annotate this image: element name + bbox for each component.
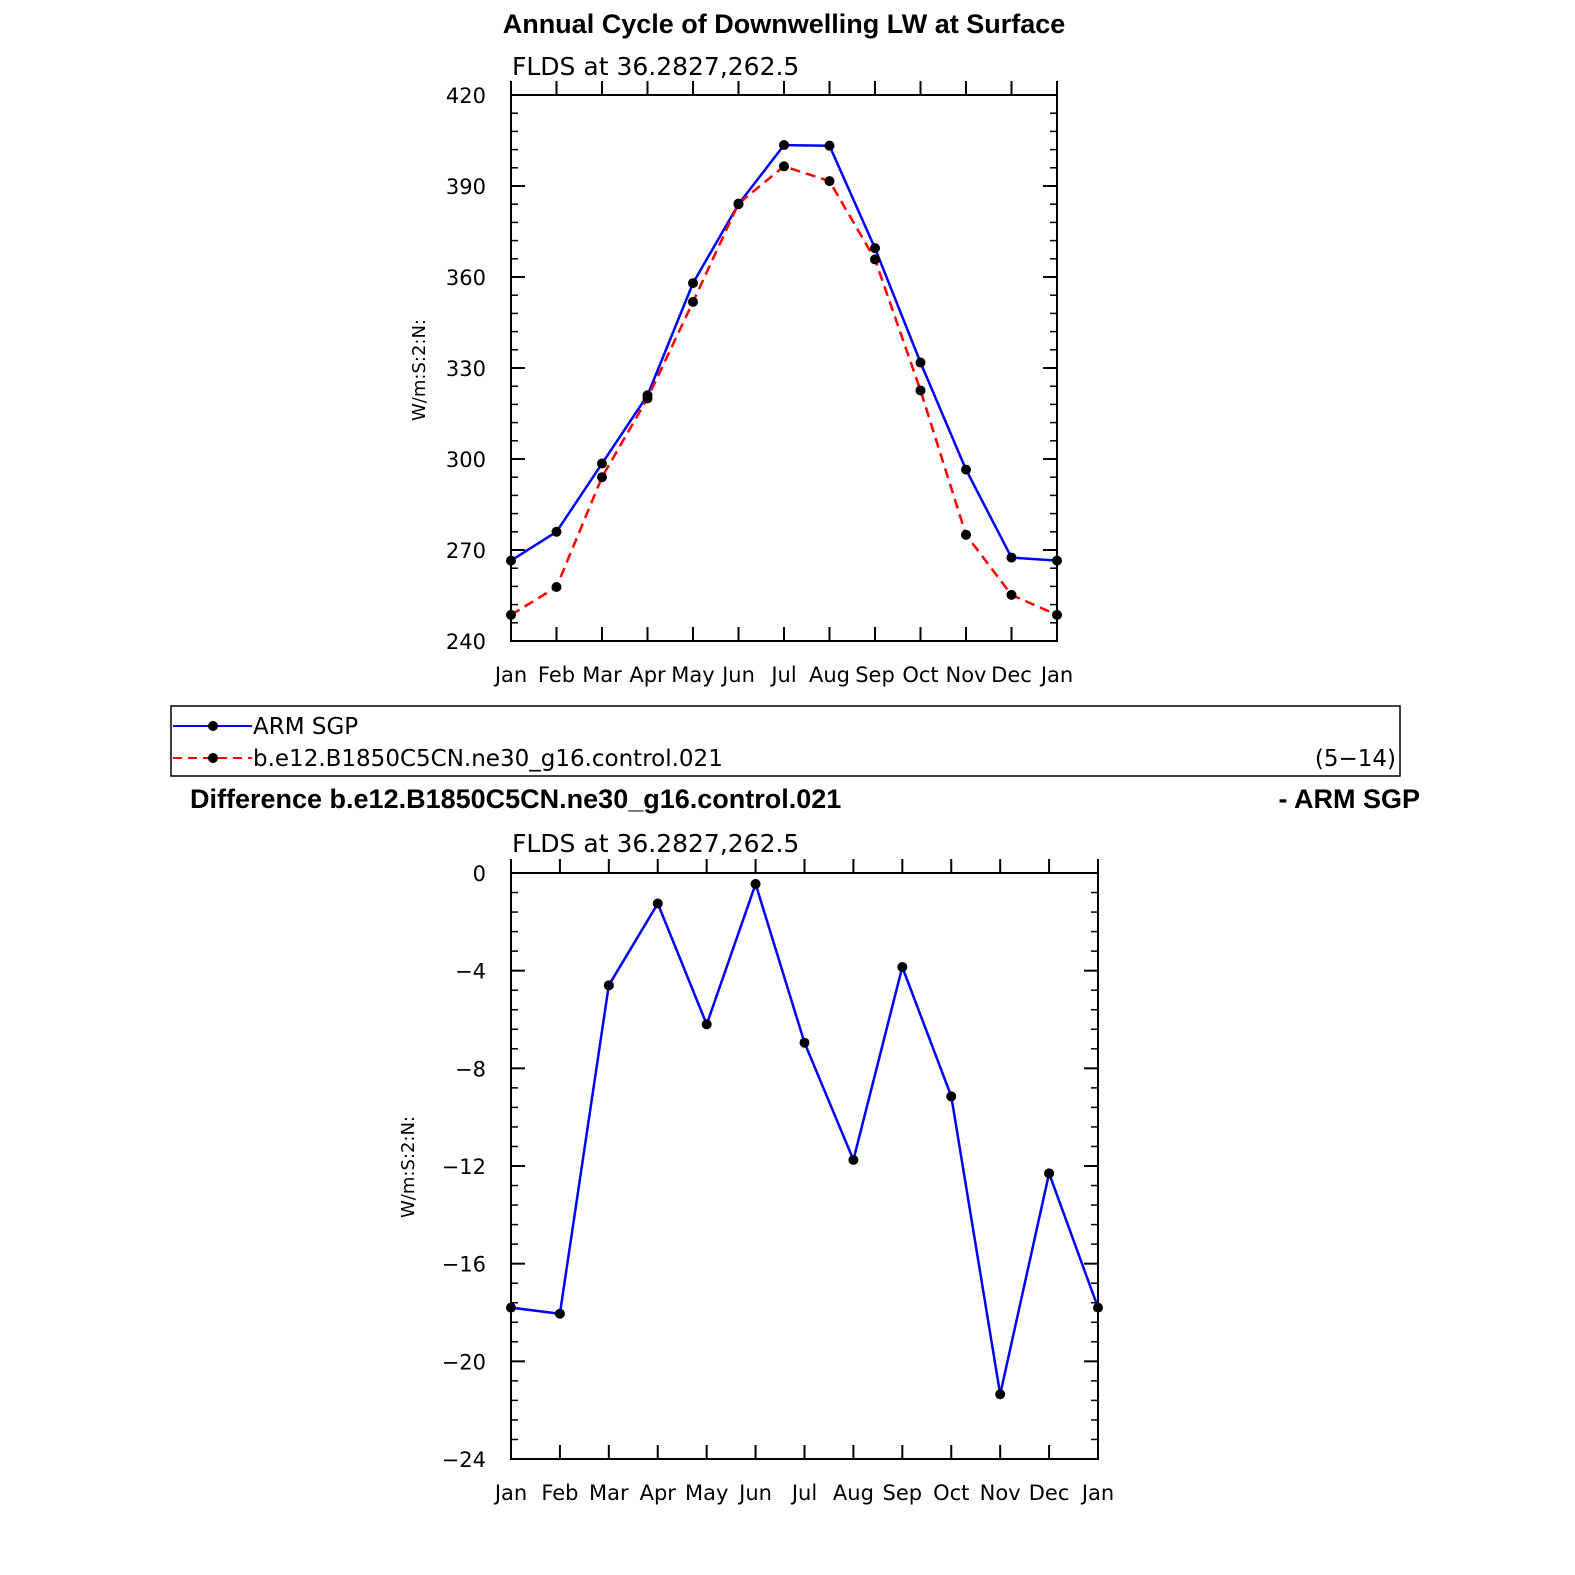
legend-label-model: b.e12.B1850C5CN.ne30_g16.control.021 xyxy=(253,746,723,772)
top-chart-ytick-label: 330 xyxy=(446,357,486,381)
bottom-chart-ytick-label: 0 xyxy=(473,862,486,886)
top-chart-xtick-label: Jan xyxy=(1039,663,1073,687)
top-chart-xtick-label: Nov xyxy=(946,663,987,687)
top-chart-series-0-point xyxy=(506,555,516,566)
top-chart-series-1-point xyxy=(779,161,789,172)
bottom-chart-xtick-label: Jul xyxy=(790,1481,817,1505)
legend-box xyxy=(170,705,1401,777)
bottom-chart-xtick-label: May xyxy=(685,1481,728,1505)
top-chart-xtick-label: May xyxy=(671,663,714,687)
top-chart-xtick-label: Aug xyxy=(809,663,850,687)
top-chart-series-1-point xyxy=(824,176,835,187)
top-chart-xtick-label: Feb xyxy=(538,663,575,687)
top-chart-series-1-point xyxy=(1006,589,1017,600)
top-chart-series-1-point xyxy=(506,609,516,620)
top-chart-ytick-label: 360 xyxy=(446,266,486,290)
bottom-chart-series-0-point xyxy=(750,878,761,889)
bottom-chart-xtick-label: Nov xyxy=(980,1481,1021,1505)
top-chart-series-0-point xyxy=(551,526,562,537)
bottom-plot-area: Jan Feb Mar Apr May Jun Jul Aug Sep Oct Nov Dec Jan−… xyxy=(442,859,1114,1505)
bottom-chart-subtitle: FLDS at 36.2827,262.5 xyxy=(512,829,799,858)
bottom-chart-xtick-label: Jan xyxy=(493,1481,527,1505)
top-chart-series-0-point xyxy=(597,458,607,469)
bottom-chart-series-0-point xyxy=(652,898,663,909)
legend-marker-model xyxy=(208,753,218,763)
legend-years: (5−14) xyxy=(1315,746,1396,772)
bottom-chart-series-0-point xyxy=(506,1302,516,1313)
legend: ARM SGP b.e12.B1850C5CN.ne30_g16.control… xyxy=(170,705,1401,777)
top-chart-ytick-label: 390 xyxy=(446,175,486,199)
top-chart-series-0-point xyxy=(915,357,926,368)
bottom-chart-series-0-point xyxy=(1044,1168,1055,1179)
bottom-chart-series-0-point xyxy=(1093,1302,1103,1313)
top-chart-subtitle: FLDS at 36.2827,262.5 xyxy=(512,52,799,81)
bottom-chart-title-right: - ARM SGP xyxy=(1279,784,1421,814)
bottom-chart-series-0-point xyxy=(799,1037,810,1048)
bottom-chart-series-0-point xyxy=(554,1308,565,1319)
bottom-chart-ytick-label: −20 xyxy=(442,1350,486,1374)
bottom-chart-ytick-label: −16 xyxy=(442,1253,486,1277)
bottom-chart-series-0-point xyxy=(603,980,614,991)
bottom-chart-series-0-point xyxy=(848,1154,859,1165)
bottom-chart-ylabel: W/m:S:2:N: xyxy=(398,1116,419,1218)
bottom-chart-xtick-label: Aug xyxy=(833,1481,874,1505)
top-chart-xtick-label: Jul xyxy=(769,663,796,687)
top-chart-series-1-line xyxy=(510,165,1058,617)
top-chart-series-0-point xyxy=(824,140,835,151)
bottom-chart-ytick-label: −12 xyxy=(442,1155,486,1179)
bottom-chart-ytick-label: −4 xyxy=(455,960,486,984)
top-chart-frame xyxy=(510,94,1058,642)
bottom-chart-ytick-label: −8 xyxy=(455,1057,486,1081)
bottom-chart-series-0-point xyxy=(701,1019,712,1030)
top-chart-title: Annual Cycle of Downwelling LW at Surfac… xyxy=(503,9,1066,39)
top-chart-xtick-label: Mar xyxy=(582,663,622,687)
bottom-chart-series-0-point xyxy=(995,1389,1006,1400)
bottom-chart-series-0-point xyxy=(946,1091,957,1102)
bottom-chart-frame xyxy=(510,872,1099,1460)
top-chart-series-0-point xyxy=(1006,552,1017,563)
top-chart-ytick-label: 420 xyxy=(446,84,486,108)
top-chart-series-1-point xyxy=(961,529,971,540)
legend-marker-arm-sgp xyxy=(208,721,218,731)
top-chart-series-0-point xyxy=(688,278,698,289)
bottom-chart-series-0-line xyxy=(510,882,1100,1396)
top-chart-ytick-label: 300 xyxy=(446,448,486,472)
legend-label-arm-sgp: ARM SGP xyxy=(253,714,358,740)
top-chart-series-1-point xyxy=(551,582,562,593)
top-chart-ytick-label: 270 xyxy=(446,539,486,563)
top-chart-series-1-point xyxy=(642,393,653,404)
top-chart-xtick-label: Dec xyxy=(991,663,1032,687)
top-chart-series-0-point xyxy=(779,140,789,151)
top-chart-series-1-point xyxy=(870,254,880,265)
top-plot-area: Jan Feb Mar Apr May Jun Jul Aug Sep Oct Nov Dec Jan 2… xyxy=(446,81,1073,687)
top-chart-xtick-label: Apr xyxy=(629,663,666,687)
top-chart-series-0-point xyxy=(1052,555,1062,566)
top-chart-series-1-point xyxy=(597,472,607,483)
bottom-chart-xtick-label: Apr xyxy=(640,1481,677,1505)
bottom-chart-title-left: Difference b.e12.B1850C5CN.ne30_g16.cont… xyxy=(190,784,841,814)
top-chart-series-1-point xyxy=(733,198,744,209)
bottom-chart-xtick-label: Dec xyxy=(1029,1481,1070,1505)
bottom-chart-ytick-label: −24 xyxy=(442,1448,486,1472)
top-chart-series-0-point xyxy=(961,464,971,475)
bottom-chart-series-0-point xyxy=(897,962,908,973)
top-chart-series-1-point xyxy=(688,296,698,307)
bottom-chart-xtick-label: Mar xyxy=(589,1481,629,1505)
top-chart-series-1-point xyxy=(1052,609,1062,620)
bottom-chart-xtick-label: Jan xyxy=(1080,1481,1114,1505)
top-chart-series-1-point xyxy=(915,385,926,396)
bottom-chart-xtick-label: Feb xyxy=(541,1481,578,1505)
top-chart-xtick-label: Jun xyxy=(720,663,755,687)
top-chart-series-0-point xyxy=(870,243,880,254)
top-chart-xtick-label: Sep xyxy=(855,663,895,687)
bottom-chart-xtick-label: Oct xyxy=(933,1481,969,1505)
top-chart-ylabel: W/m:S:2:N: xyxy=(409,319,430,421)
top-chart-xtick-label: Oct xyxy=(902,663,938,687)
top-chart-xtick-label: Jan xyxy=(493,663,527,687)
top-chart-ytick-label: 240 xyxy=(446,630,486,654)
bottom-chart-xtick-label: Jun xyxy=(737,1481,772,1505)
bottom-chart-xtick-label: Sep xyxy=(883,1481,923,1505)
